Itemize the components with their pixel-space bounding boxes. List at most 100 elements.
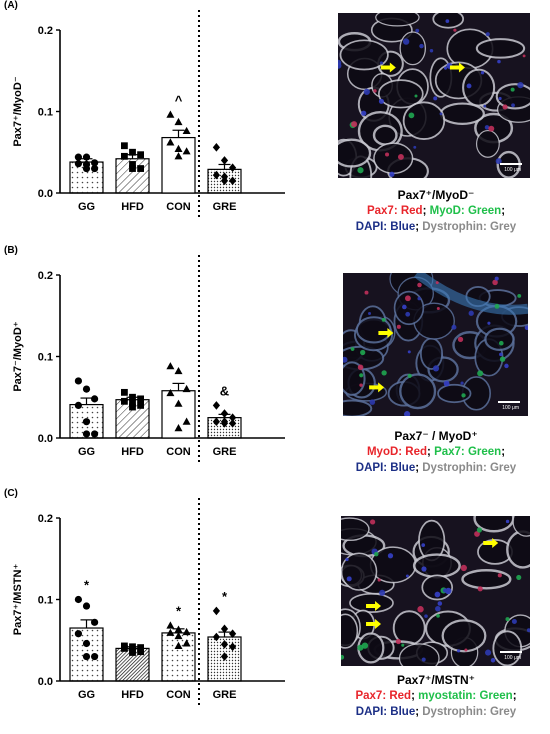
data-point (82, 652, 91, 661)
data-point (174, 117, 183, 126)
data-point (137, 644, 144, 651)
caption-segment: DAPI: Blue (355, 706, 416, 718)
micrograph-image: 100 μm (338, 13, 530, 178)
nucleus (505, 519, 510, 524)
muscle-fiber (393, 290, 425, 326)
y-axis-label: Pax7⁻/MyoD⁺ (12, 321, 24, 391)
nucleus (451, 324, 457, 330)
x-tick-label: HFD (121, 689, 144, 701)
muscle-fiber (492, 630, 523, 666)
muscle-fiber (402, 101, 446, 141)
data-point (182, 384, 191, 393)
nucleus (397, 153, 404, 160)
arrow-icon (369, 382, 385, 393)
nucleus (360, 349, 366, 356)
data-point (82, 385, 91, 393)
data-point (212, 170, 220, 180)
data-point (91, 159, 99, 167)
bar-chart: 0.0 0.1 0.2 Pax7⁺/MSTN⁺ * GG HFD * CON * GRE (12, 498, 285, 706)
caption-segment: Dystrophin: Grey (422, 462, 517, 474)
data-point (174, 625, 183, 633)
significance-marker: ^ (175, 93, 183, 108)
nucleus (421, 657, 426, 662)
data-point (121, 397, 128, 405)
nucleus (341, 654, 345, 660)
data-point (220, 176, 229, 186)
data-point (182, 627, 191, 636)
data-point (129, 649, 136, 656)
muscle-fiber (355, 316, 392, 344)
data-point (129, 148, 136, 156)
nucleus (424, 614, 428, 618)
nucleus (435, 281, 439, 285)
nucleus (433, 96, 438, 101)
data-point (220, 652, 229, 661)
data-point (129, 403, 136, 411)
nucleus (396, 324, 401, 329)
caption-line: Pax7: Red; MyoD: Green; (331, 203, 541, 219)
data-point (174, 152, 183, 160)
significance-marker: * (176, 604, 182, 619)
nucleus (483, 104, 487, 108)
nucleus (377, 578, 381, 582)
nucleus (494, 303, 500, 309)
data-point (220, 409, 229, 418)
data-point (212, 143, 220, 152)
caption-title: Pax7⁻ / MyoD⁺ (394, 429, 478, 443)
nucleus (436, 614, 440, 618)
data-point (137, 151, 144, 159)
arrow-icon (378, 328, 394, 339)
image-caption: Pax7⁻ / MyoD⁺ MyoD: Red; Pax7: Green; DAPI… (331, 428, 541, 476)
arrow-icon (483, 538, 499, 548)
caption-segment: ; (415, 706, 423, 718)
nucleus (407, 373, 412, 378)
caption-segment: ; (415, 221, 423, 233)
data-point (91, 618, 99, 626)
data-point (129, 165, 136, 172)
nucleus (417, 282, 422, 288)
muscle-fiber (341, 517, 370, 542)
nucleus (359, 373, 364, 378)
caption-segment: ; (501, 446, 506, 458)
muscle-fiber (437, 383, 472, 404)
panel-label: (A) (4, 0, 18, 11)
significance-marker: & (220, 383, 229, 398)
data-point (174, 399, 183, 407)
y-tick-label: 0.1 (38, 352, 53, 364)
nucleus (379, 61, 384, 65)
nucleus (477, 370, 484, 377)
nucleus (480, 71, 485, 75)
data-point (220, 156, 229, 165)
data-point (82, 602, 91, 610)
caption-segment: ; (501, 205, 506, 217)
data-point (129, 393, 136, 401)
arrow-icon (380, 62, 396, 73)
nucleus (498, 96, 502, 101)
nucleus (468, 310, 474, 316)
nucleus (389, 171, 395, 177)
x-tick-label: HFD (121, 446, 144, 458)
nucleus (476, 527, 483, 533)
nucleus (516, 574, 522, 580)
nucleus (403, 411, 411, 416)
nucleus (502, 104, 508, 110)
muscle-fiber (399, 373, 437, 410)
nucleus (415, 28, 420, 33)
y-tick-label: 0.0 (38, 188, 53, 200)
muscle-fiber (372, 124, 398, 146)
nucleus (526, 628, 530, 633)
caption-segment: DAPI: Blue (355, 462, 416, 474)
muscle-fiber (512, 516, 530, 537)
caption-line: DAPI: Blue; Dystrophin: Grey (331, 460, 541, 476)
arrow-icon (366, 619, 382, 629)
data-point (137, 165, 144, 172)
arrow-icon (449, 62, 465, 73)
nucleus (379, 589, 386, 596)
data-point (229, 629, 237, 639)
significance-marker: * (222, 589, 228, 604)
data-point (121, 142, 128, 150)
nucleus (381, 317, 386, 322)
y-tick-label: 0.0 (38, 433, 53, 445)
nucleus (345, 557, 349, 562)
nucleus (504, 363, 509, 369)
